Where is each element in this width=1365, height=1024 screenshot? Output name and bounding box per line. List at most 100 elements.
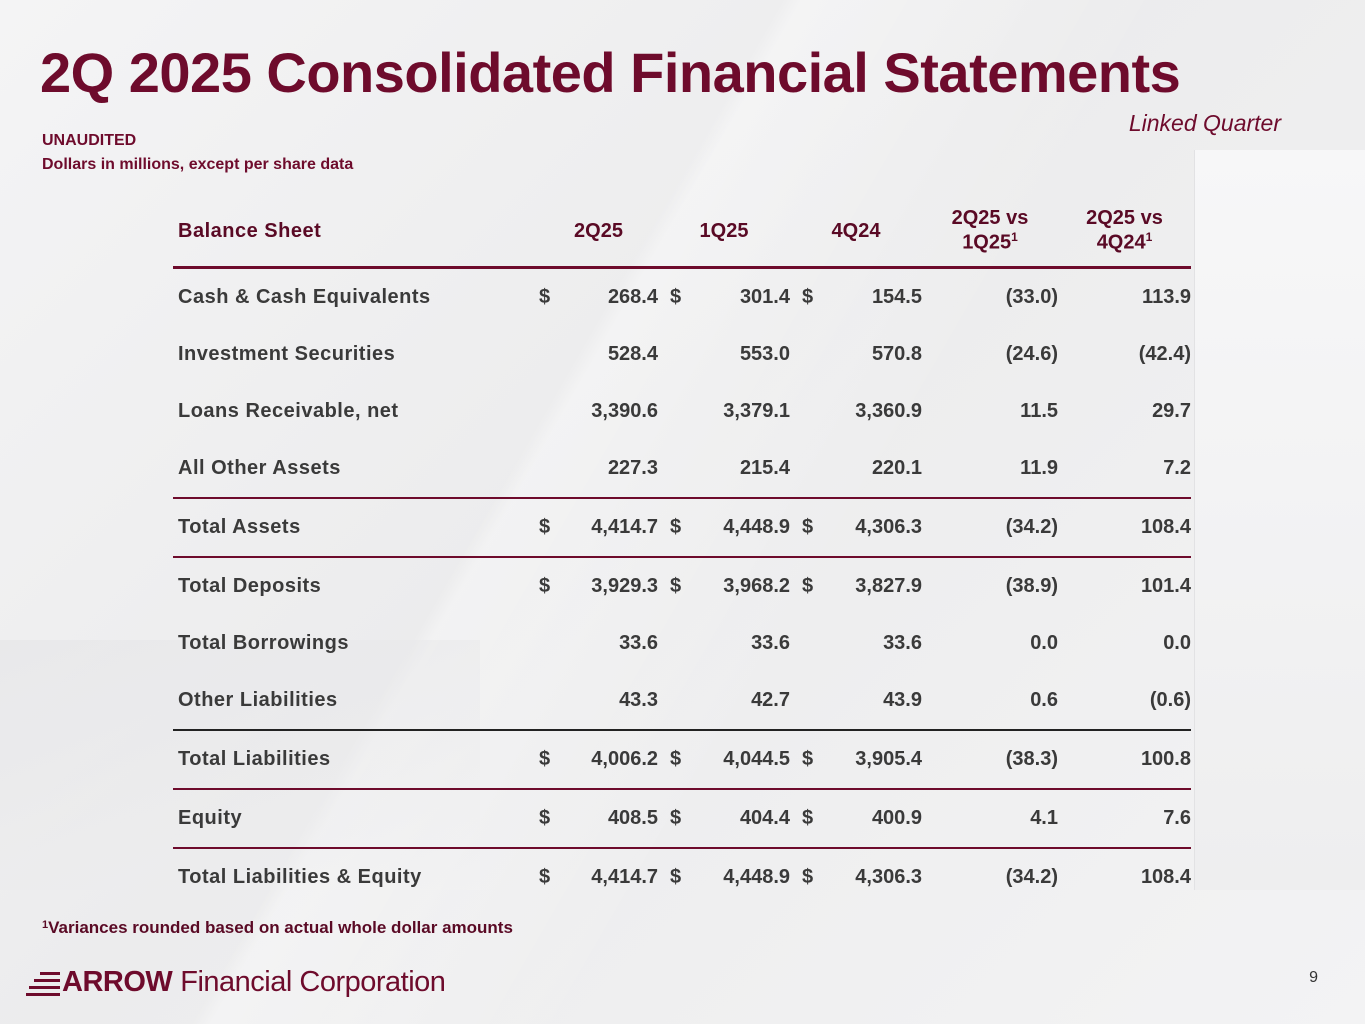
row-currency-1q25: $: [658, 847, 693, 906]
row-value-4q24: 220.1: [871, 457, 922, 479]
row-currency-1q25: $: [658, 556, 693, 615]
header-1q25: 1Q25: [699, 219, 749, 242]
table-row: Total Liabilities & Equity $4,414.7 $4,448…: [173, 847, 1191, 906]
row-value-4q24: 3,905.4: [825, 729, 922, 789]
header-var-4q24-line1: 2Q25 vs: [1086, 207, 1163, 230]
row-label: Total Liabilities & Equity: [173, 847, 539, 906]
row-currency-4q24: $: [790, 556, 825, 615]
row-currency-2q25: [539, 672, 561, 730]
row-currency-4q24: [790, 615, 825, 672]
arrow-bars-icon: [26, 971, 60, 996]
row-currency-2q25: [539, 440, 561, 498]
row-var-1q25: 11.9: [1020, 457, 1058, 479]
row-value-2q25: 3,390.6: [591, 400, 658, 422]
row-var-4q24: 113.9: [1142, 286, 1191, 308]
row-currency-1q25: $: [669, 286, 682, 308]
page-title: 2Q 2025 Consolidated Financial Statement…: [40, 41, 1181, 104]
row-var-4q24: (42.4): [1138, 343, 1191, 365]
row-value-2q25: 268.4: [607, 286, 658, 308]
row-currency-2q25: [539, 326, 561, 383]
row-value-4q24: 154.5: [871, 286, 922, 308]
table-row: All Other Assets 227.3 215.4 220.1 11.9 7.2: [173, 440, 1191, 498]
row-value-4q24: 3,360.9: [855, 400, 922, 422]
row-currency-2q25: $: [539, 286, 551, 308]
row-currency-4q24: [790, 440, 825, 498]
header-var-1q25-line1: 2Q25 vs: [951, 207, 1029, 230]
header-var-1q25-line2: 1Q25: [962, 231, 1012, 254]
row-label: Cash & Cash Equivalents: [178, 286, 431, 308]
header-4q24: 4Q24: [831, 219, 881, 242]
row-label: Investment Securities: [178, 343, 396, 365]
header-var-4q24: 2Q25 vs 4Q241: [1058, 196, 1191, 268]
row-value-4q24: 570.8: [871, 343, 922, 365]
row-var-4q24: 108.4: [1058, 497, 1191, 557]
row-var-1q25: 4.1: [922, 788, 1058, 848]
table-row: Equity $408.5 $404.4 $400.9 4.1 7.6: [173, 788, 1191, 848]
row-currency-1q25: $: [658, 729, 693, 789]
row-value-4q24: 3,827.9: [825, 556, 922, 615]
row-currency-4q24: [790, 672, 825, 730]
row-label: Equity: [173, 788, 539, 848]
row-label: Other Liabilities: [178, 689, 338, 711]
row-currency-1q25: [658, 383, 693, 440]
row-var-1q25: (38.9): [922, 556, 1058, 615]
row-currency-1q25: [658, 615, 693, 672]
row-currency-4q24: $: [790, 788, 825, 848]
row-value-1q25: 3,968.2: [693, 556, 790, 615]
row-var-4q24: 7.6: [1058, 788, 1191, 848]
row-var-4q24: 100.8: [1058, 729, 1191, 789]
row-currency-4q24: [790, 383, 825, 440]
balance-sheet-body: Cash & Cash Equivalents $268.4 $301.4 $154.…: [173, 268, 1191, 906]
logo-brand: ARROW: [62, 966, 173, 998]
table-row: Loans Receivable, net 3,390.6 3,379.1 3,360…: [173, 383, 1191, 440]
row-var-1q25: 0.6: [1030, 689, 1058, 711]
row-var-1q25: (34.2): [922, 847, 1058, 906]
header-var-4q24-line2: 4Q24: [1096, 231, 1146, 254]
logo-text: Financial Corporation: [180, 966, 446, 998]
row-value-2q25: 4,414.7: [561, 497, 658, 557]
table-row: Total Borrowings 33.6 33.6 33.6 0.0 0.0: [173, 615, 1191, 672]
row-var-1q25: (33.0): [1005, 286, 1058, 308]
balance-sheet-table: Balance Sheet 2Q25 1Q25 4Q24 2Q25 vs 1Q2…: [173, 196, 1191, 906]
row-currency-1q25: [658, 440, 693, 498]
table-row: Other Liabilities 43.3 42.7 43.9 0.6 (0.6): [173, 672, 1191, 730]
row-value-2q25: 43.3: [619, 689, 658, 711]
units-note: Dollars in millions, except per share da…: [42, 156, 354, 173]
row-value-1q25: 4,448.9: [693, 497, 790, 557]
row-currency-1q25: [658, 326, 693, 383]
header-var-4q24-footnote-mark: 1: [1145, 230, 1153, 245]
row-value-4q24: 400.9: [825, 788, 922, 848]
row-var-4q24: 29.7: [1152, 400, 1191, 422]
row-currency-4q24: $: [790, 497, 825, 557]
row-var-4q24: 108.4: [1058, 847, 1191, 906]
row-currency-2q25: $: [539, 729, 561, 789]
header-balance-sheet: Balance Sheet: [178, 219, 322, 242]
row-currency-2q25: $: [539, 497, 561, 557]
row-currency-2q25: $: [539, 847, 561, 906]
linked-quarter-label: Linked Quarter: [1128, 110, 1281, 136]
table-row: Total Liabilities $4,006.2 $4,044.5 $3,905.…: [173, 729, 1191, 789]
row-value-1q25: 33.6: [751, 632, 790, 654]
row-label: Total Deposits: [173, 556, 539, 615]
row-value-1q25: 4,044.5: [693, 729, 790, 789]
row-label: Total Assets: [173, 497, 539, 557]
page-number: 9: [1309, 969, 1318, 986]
row-value-2q25: 4,414.7: [561, 847, 658, 906]
row-var-1q25: (24.6): [1005, 343, 1058, 365]
row-value-1q25: 42.7: [751, 689, 790, 711]
row-var-4q24: 101.4: [1058, 556, 1191, 615]
row-currency-2q25: $: [539, 556, 561, 615]
unaudited-note: UNAUDITED: [42, 132, 137, 149]
row-currency-1q25: [658, 672, 693, 730]
row-value-1q25: 215.4: [739, 457, 790, 479]
header-var-1q25-footnote-mark: 1: [1011, 230, 1018, 245]
table-header-row: Balance Sheet 2Q25 1Q25 4Q24 2Q25 vs 1Q2…: [173, 196, 1191, 268]
row-label: Total Borrowings: [178, 632, 349, 654]
row-value-4q24: 4,306.3: [825, 847, 922, 906]
row-value-1q25: 4,448.9: [693, 847, 790, 906]
row-value-2q25: 528.4: [607, 343, 658, 365]
row-value-1q25: 553.0: [739, 343, 790, 365]
row-value-2q25: 33.6: [619, 632, 658, 654]
row-label: All Other Assets: [178, 457, 341, 479]
row-value-2q25: 408.5: [561, 788, 658, 848]
